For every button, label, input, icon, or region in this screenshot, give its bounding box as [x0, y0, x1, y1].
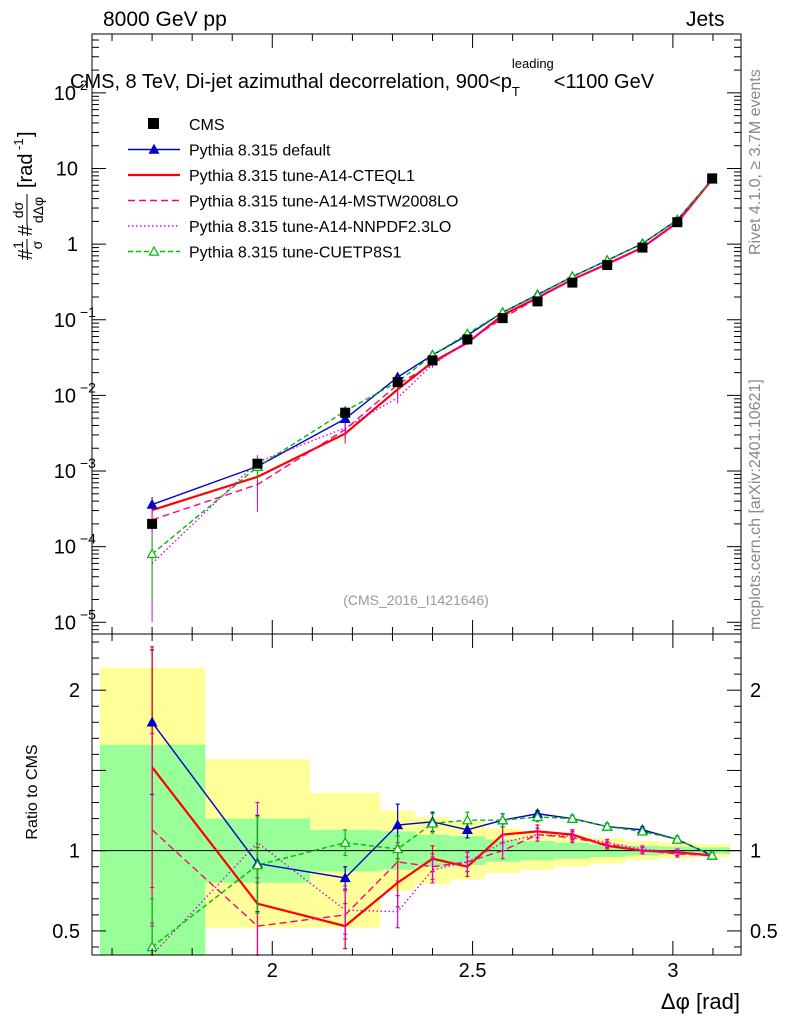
analysis-id: (CMS_2016_I1421646): [343, 592, 489, 608]
marker-ratio-4: [671, 833, 683, 844]
ratio-tick-label-right: 0.5: [750, 921, 778, 943]
cms-point: [427, 355, 438, 366]
ratio-tick-label-left: 0.5: [52, 921, 80, 943]
y-tick-label: 10: [54, 83, 76, 105]
chart-title: CMS, 8 TeV, Di-jet azimuthal decorrelati…: [70, 56, 655, 99]
marker-ratio-0: [146, 716, 158, 727]
marker-ratio-4: [636, 825, 648, 836]
y-tick-exponent: −1: [80, 304, 96, 320]
legend: CMS Pythia 8.315 default Pythia 8.315 tune…: [128, 117, 458, 262]
y-label-hash2: #: [15, 224, 37, 236]
marker-ratio-4: [497, 814, 509, 825]
y-tick-label: 1: [67, 234, 78, 256]
ratio-panel-frame: [91, 633, 742, 956]
uncertainty-bands: [100, 667, 730, 955]
marker-ratio-4: [461, 814, 473, 825]
cms-point: [672, 217, 683, 228]
y-tick-exponent: −4: [80, 531, 96, 547]
legend-label-1: Pythia 8.315 tune-A14-CTEQL1: [189, 168, 415, 185]
y-tick-label: 10: [54, 461, 76, 483]
curve-top-3: [151, 178, 713, 564]
y-label-sigma: σ: [29, 240, 45, 249]
legend-label-4: Pythia 8.315 tune-CUETP8S1: [189, 245, 402, 262]
y-tick-label: 10: [56, 158, 78, 180]
marker-ratio-4: [566, 812, 578, 823]
y-tick-exponent: −2: [80, 379, 96, 395]
cms-point: [392, 377, 403, 388]
cms-point: [340, 407, 351, 418]
x-tick-label: 2.5: [459, 960, 487, 982]
y-tick-exponent: −5: [80, 606, 96, 622]
y-tick-exponent: −3: [80, 455, 96, 471]
y-label-unit: [rad: [15, 154, 37, 188]
legend-label-3: Pythia 8.315 tune-A14-NNPDF2.3LO: [189, 219, 451, 236]
energy-label: 8000 GeV pp: [103, 8, 227, 31]
marker-top-0: [146, 498, 158, 509]
marker-ratio-4: [251, 859, 263, 870]
cms-point: [462, 334, 473, 345]
cms-point: [252, 458, 263, 469]
axis-frames: [91, 33, 742, 956]
ratio-tick-label-right: 2: [750, 680, 761, 702]
cms-point: [532, 296, 543, 307]
cms-point: [567, 277, 578, 288]
ratio-tick-label-left: 2: [69, 680, 80, 702]
ratio-tick-label-right: 1: [750, 841, 761, 863]
legend-marker-0: [148, 143, 160, 154]
y-label-unit-sup: -1: [11, 138, 26, 150]
data-markers: [146, 173, 718, 952]
x-tick-label: 3: [667, 960, 678, 982]
marker-ratio-4: [706, 849, 718, 860]
cms-point: [707, 173, 718, 184]
legend-cms-marker: [148, 118, 159, 129]
marker-top-0: [339, 413, 351, 424]
cms-point: [637, 242, 648, 253]
marker-top-4: [146, 548, 158, 559]
x-tick-label: 2: [267, 960, 278, 982]
y-label-one: 1: [10, 241, 26, 249]
y-tick-label: 10: [54, 537, 76, 559]
marker-ratio-0: [339, 872, 351, 883]
cms-point: [147, 518, 158, 529]
ratio-tick-label-left: 1: [69, 841, 80, 863]
legend-cms-label: CMS: [189, 117, 225, 134]
y-axis-label: #1 σ#dσ dΔφ[rad-1]: [10, 131, 46, 260]
legend-label-2: Pythia 8.315 tune-A14-MSTW2008LO: [189, 194, 458, 211]
marker-ratio-4: [339, 836, 351, 847]
ratio-axis-label: Ratio to CMS: [24, 744, 41, 839]
y-tick-label: 10: [54, 385, 76, 407]
y-label-hash: #: [15, 248, 37, 260]
y-tick-exponent: 2: [80, 77, 88, 93]
cms-point: [602, 259, 613, 270]
y-tick-label: 10: [54, 612, 76, 634]
y-label-unit-end: ]: [15, 131, 37, 137]
axis-ticks: [92, 33, 741, 955]
marker-ratio-4: [392, 843, 404, 854]
marker-ratio-0: [392, 819, 404, 830]
marker-ratio-4: [531, 811, 544, 822]
marker-ratio-0: [461, 824, 473, 835]
y-tick-label: 10: [54, 310, 76, 332]
x-axis-label: Δφ [rad]: [661, 989, 740, 1014]
marker-ratio-4: [427, 817, 439, 828]
y-label-num: dσ: [10, 201, 26, 218]
cms-point: [497, 313, 508, 324]
y-label-den: dΔφ: [30, 197, 46, 223]
legend-marker-4: [148, 245, 160, 256]
legend-label-0: Pythia 8.315 default: [189, 143, 331, 160]
process-label: Jets: [686, 8, 725, 31]
marker-ratio-4: [601, 820, 613, 831]
